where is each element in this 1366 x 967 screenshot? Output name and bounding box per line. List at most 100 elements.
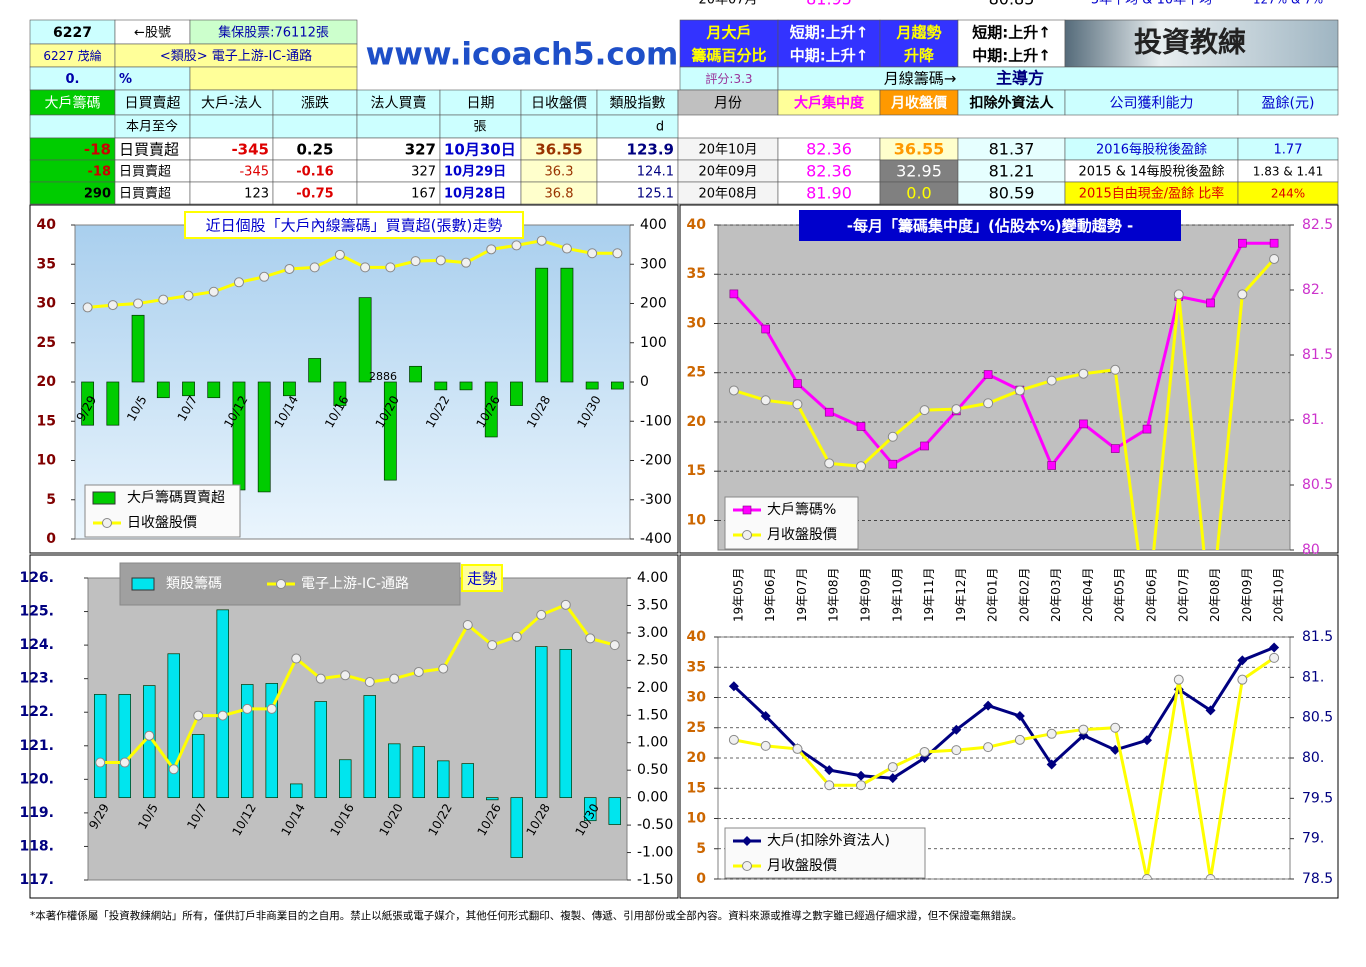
cell-text: 82.36 [806, 140, 852, 159]
bar [486, 797, 499, 801]
marker [1046, 728, 1057, 739]
y2-tick-label: 80 [1302, 542, 1320, 558]
trend-text: 月大戶 [705, 24, 751, 42]
y-tick-label: 0 [46, 531, 56, 547]
bar [216, 609, 229, 798]
y2-tick-label: 200 [640, 296, 667, 312]
marker [887, 431, 898, 442]
cell [777, 89, 881, 116]
marker [340, 670, 351, 681]
x-tick-label: 20年09月 [1240, 567, 1254, 622]
marker [217, 710, 228, 721]
marker [824, 765, 835, 776]
cell-text: 日買賣超 [125, 96, 181, 112]
marker [824, 458, 835, 469]
y-tick-label: 15 [687, 463, 706, 479]
y2-tick-label: -1.50 [637, 872, 673, 888]
annotation: 2886 [369, 370, 397, 383]
bar [314, 701, 327, 798]
cell-text: 20年07月 [698, 0, 757, 8]
x-tick-label: 20年01月 [986, 567, 1000, 622]
logo-text: 投資教練 [1134, 26, 1246, 59]
y2-tick-label: 300 [640, 256, 667, 272]
marker [133, 298, 144, 309]
y-tick-label: 125. [19, 604, 54, 620]
cell-text: 36.8 [545, 187, 574, 202]
cell-text: <類股> 電子上游-IC-通路 [160, 48, 312, 64]
cell [189, 19, 358, 45]
legend-label: 電子上游-IC-通路 [301, 576, 409, 592]
marker [1079, 419, 1088, 429]
marker [158, 294, 169, 305]
y-tick-label: 35 [37, 256, 56, 272]
marker [1269, 642, 1280, 653]
marker [983, 700, 994, 711]
x-tick-label: 20年03月 [1049, 567, 1063, 622]
y2-tick-label: -400 [640, 531, 672, 547]
marker [1269, 652, 1280, 663]
subheader: 張 [473, 120, 486, 135]
marker [856, 422, 866, 431]
trend-text: 中期:上升↑ [790, 47, 869, 65]
cell-text: 日收盤價 [531, 95, 587, 112]
bar [383, 381, 397, 481]
y-tick-label: 35 [687, 266, 706, 282]
cell-text: 日期 [467, 96, 495, 112]
cell-text: 集保股票:76112張 [218, 25, 329, 41]
cell-text: 6227 茂綸 [43, 48, 101, 63]
y-tick-label: 10 [687, 512, 707, 528]
marker [242, 703, 253, 714]
marker [1237, 655, 1248, 666]
y2-tick-label: 80.5 [1302, 710, 1333, 726]
bar [559, 649, 572, 798]
cell-text: 124.1 [637, 165, 674, 180]
y-tick-label: 25 [687, 365, 706, 381]
marker [259, 271, 270, 282]
bar [358, 297, 372, 383]
legend-label: 類股籌碼 [166, 576, 222, 592]
marker [728, 734, 739, 745]
y-tick-label: 121. [19, 738, 54, 754]
cell [189, 66, 358, 91]
y-tick-label: 20 [37, 374, 57, 390]
y2-tick-label: 100 [640, 335, 667, 351]
y-tick-label: 35 [687, 659, 706, 675]
marker [983, 398, 994, 409]
cell-text: 評分:3.3 [705, 71, 752, 86]
y-tick-label: 126. [19, 570, 54, 586]
marker [728, 681, 739, 692]
footer: *本著作權係屬「投資教練網站」所有，僅供訂戶非商業目的之自用。禁止以紙張或電子媒… [30, 909, 1022, 922]
marker [119, 757, 130, 768]
x-tick-label: 20年05月 [1113, 567, 1127, 622]
y-tick-label: 124. [19, 637, 54, 653]
marker [413, 666, 424, 677]
y-tick-label: 10 [687, 811, 707, 827]
cell-text: 81.37 [989, 140, 1035, 159]
cell-text: ←股號 [134, 26, 171, 41]
cell-text: -18 [88, 165, 112, 180]
cell [356, 89, 441, 116]
cell [29, 19, 116, 45]
line [87, 239, 618, 309]
marker [728, 385, 739, 396]
bar [94, 694, 107, 798]
cell-text: 公司獲利能力 [1110, 96, 1194, 112]
cell-text: 244% [1271, 187, 1305, 201]
y-tick-label: 15 [687, 780, 706, 796]
cell [114, 89, 191, 116]
y-tick-label: 119. [19, 805, 54, 821]
series [82, 235, 623, 313]
y2-tick-label: 1.00 [637, 735, 668, 751]
marker [389, 673, 400, 684]
y-tick-label: 120. [19, 771, 54, 787]
x-tick-label: 19年08月 [827, 567, 841, 622]
cell-text: 81.90 [806, 184, 852, 203]
y2-tick-label: 79.5 [1302, 790, 1333, 806]
line [733, 257, 1276, 550]
x-tick-label: 19年07月 [795, 567, 809, 622]
marker [107, 300, 118, 311]
marker [760, 395, 771, 406]
legend-label: 大戶籌碼% [767, 502, 836, 518]
bar [610, 381, 624, 390]
bar [484, 381, 498, 438]
